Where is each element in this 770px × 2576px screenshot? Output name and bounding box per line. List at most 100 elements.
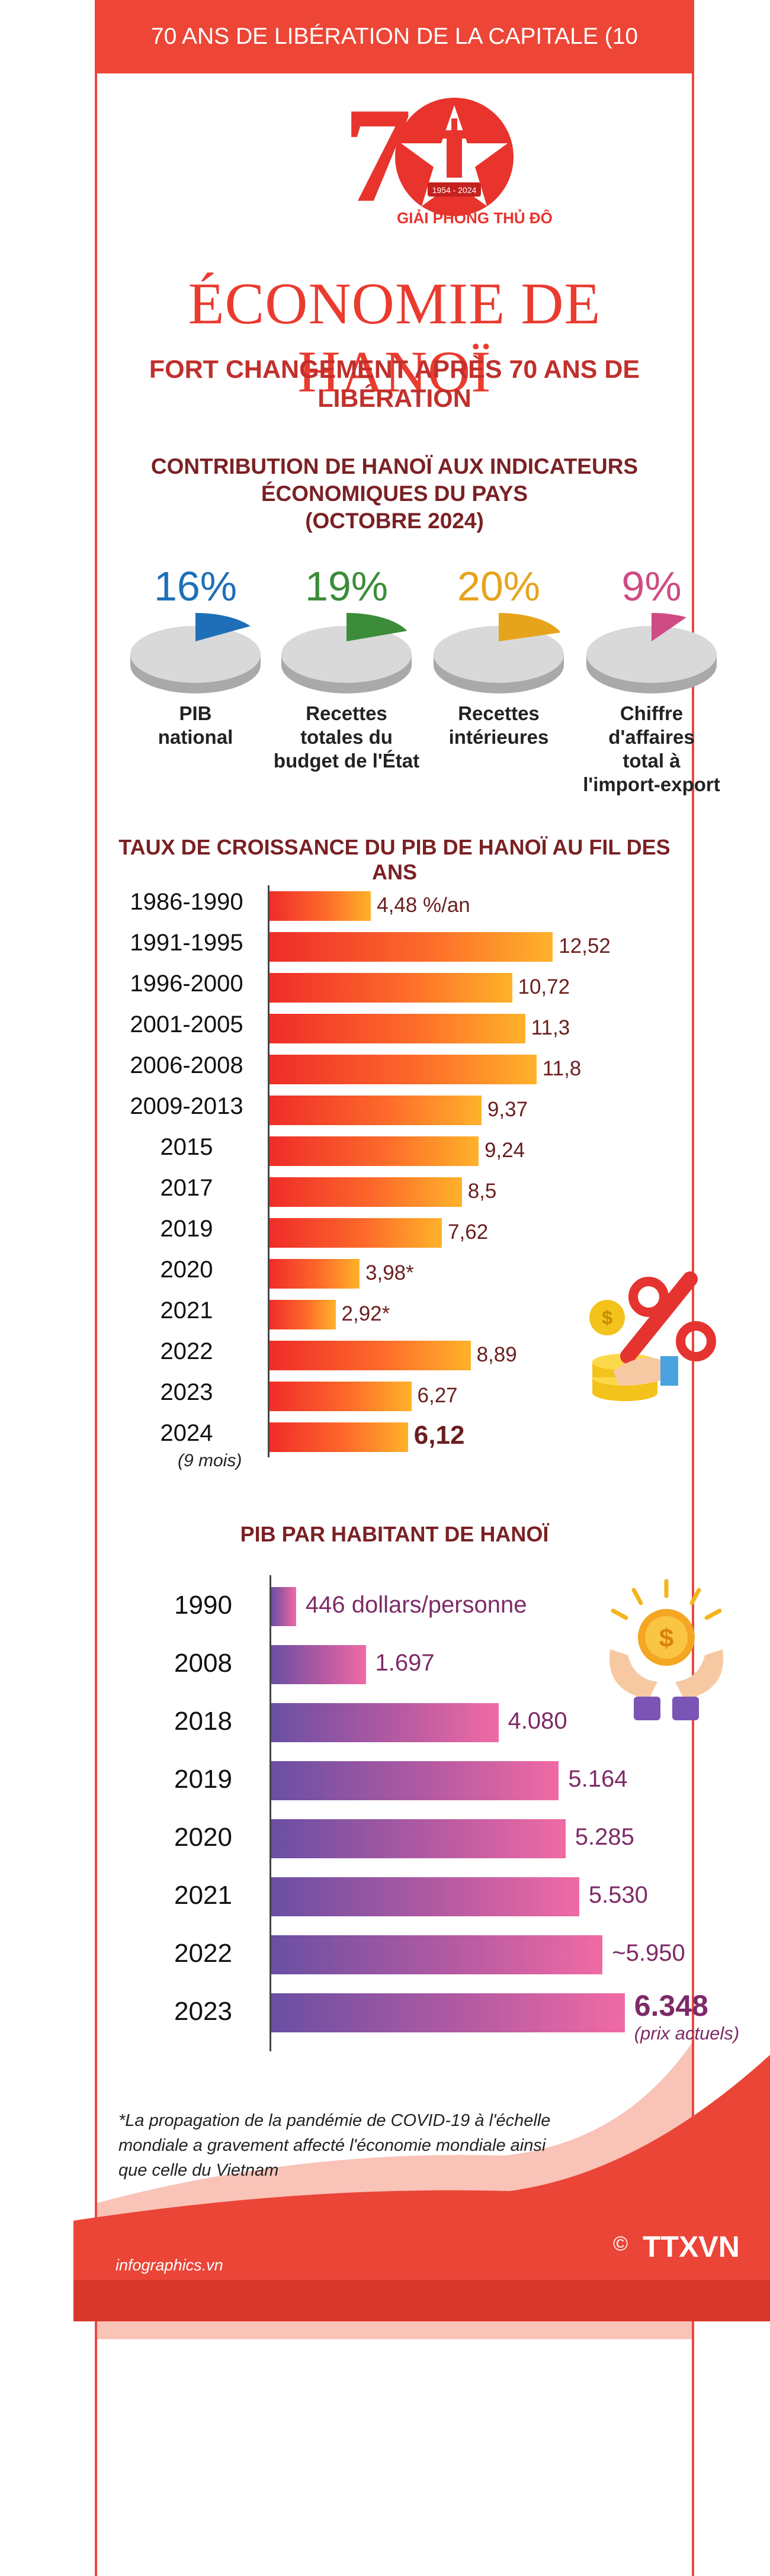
growth-period-label: 2024: [160, 1420, 213, 1446]
brand-logo: TTXVN: [643, 2230, 740, 2263]
growth-period-note: (9 mois): [178, 1451, 242, 1470]
per-capita-year-label: 2019: [174, 1765, 232, 1794]
contribution-label: Chiffre d'affaires total à l'import-export: [583, 702, 720, 795]
contribution-item: 20% Recettes intérieures: [422, 560, 576, 749]
growth-bar: [270, 1382, 412, 1411]
per-capita-bar: [271, 1645, 366, 1684]
growth-period-label: 2001-2005: [130, 1011, 243, 1038]
contribution-item: 16% PIB national: [118, 560, 272, 749]
growth-period-label: 2017: [160, 1175, 213, 1201]
per-capita-bar: [271, 1819, 566, 1858]
site-link[interactable]: infographics.vn: [116, 2256, 223, 2274]
contribution-title-line3: (OCTOBRE 2024): [305, 509, 484, 533]
footnote: *La propagation de la pandémie de COVID-…: [118, 2111, 551, 2180]
anniversary-logo: 7 1954 - 2024 GIẢI PHÓNG THỦ ĐÔ: [338, 87, 553, 227]
growth-period-label: 2006-2008: [130, 1052, 243, 1078]
per-capita-bar: [271, 1935, 603, 1974]
growth-value-label: 11,8: [542, 1057, 582, 1080]
growth-period-label: 2020: [160, 1257, 213, 1283]
growth-value-label: 8,89: [476, 1343, 517, 1366]
growth-value-label: 6,12: [413, 1421, 465, 1450]
growth-value-label: 9,37: [487, 1098, 528, 1121]
per-capita-bar: [271, 1587, 296, 1626]
pie-slice: [195, 613, 251, 641]
per-capita-value-label: 4.080: [508, 1708, 567, 1734]
contribution-percent: 20%: [457, 563, 541, 609]
page-subtitle: FORT CHANGEMENT APRÈS 70 ANS DE LIBÉRATI…: [149, 355, 640, 413]
growth-period-label: 2023: [160, 1379, 213, 1405]
per-capita-bar: [271, 1703, 499, 1742]
contribution-item: 9% Chiffre d'affaires total à l'import-expo…: [575, 560, 729, 796]
per-capita-year-label: 2018: [174, 1707, 232, 1736]
per-capita-note: (prix actuels): [634, 2023, 740, 2044]
logo-caption: GIẢI PHÓNG THỦ ĐÔ: [397, 209, 553, 227]
growth-period-label: 2021: [160, 1297, 213, 1324]
pie-chart-icon: [434, 613, 564, 693]
svg-text:$: $: [659, 1624, 673, 1653]
top-banner: 70 ANS DE LIBÉRATION DE LA CAPITALE (10 …: [95, 0, 694, 123]
growth-chart-title: TAUX DE CROISSANCE DU PIB DE HANOÏ AU FI…: [118, 835, 670, 884]
contribution-label: Recettes totales du budget de l'État: [273, 702, 420, 772]
per-capita-bar: [271, 1877, 579, 1916]
contribution-percent: 9%: [621, 563, 682, 609]
per-capita-value-label: 6.348: [634, 1989, 708, 2022]
pie-slice: [346, 613, 408, 641]
per-capita-bar: [271, 1993, 625, 2032]
per-capita-title: PIB PAR HABITANT DE HANOÏ: [240, 1522, 549, 1546]
star-emblem-icon: 1954 - 2024: [395, 98, 514, 216]
growth-bar: [270, 1014, 525, 1043]
growth-period-label: 2019: [160, 1216, 213, 1242]
growth-period-label: 1991-1995: [130, 930, 243, 956]
growth-value-label: 4,48 %/an: [377, 894, 470, 917]
per-capita-year-label: 2023: [174, 1997, 232, 2026]
growth-value-label: 7,62: [448, 1220, 489, 1244]
growth-bar: [270, 1218, 442, 1248]
per-capita-year-label: 2021: [174, 1881, 232, 1910]
per-capita-value-label: 1.697: [375, 1650, 435, 1676]
per-capita-value-label: 446 dollars/personne: [305, 1592, 527, 1618]
pie-chart-icon: [586, 613, 717, 693]
growth-period-label: 1996-2000: [130, 971, 243, 997]
logo-years: 1954 - 2024: [432, 185, 477, 195]
growth-value-label: 3,98*: [365, 1261, 414, 1284]
growth-value-label: 6,27: [417, 1384, 458, 1407]
pie-chart-icon: [281, 613, 412, 693]
per-capita-value-label: 5.164: [568, 1766, 628, 1792]
per-capita-axis: [270, 1575, 271, 2051]
growth-bar: [270, 891, 371, 921]
growth-period-label: 2022: [160, 1338, 213, 1364]
growth-period-label: 2015: [160, 1134, 213, 1160]
pie-chart-icon: [130, 613, 261, 693]
contribution-item: 19% Recettes totales du budget de l'État: [270, 560, 424, 773]
svg-text:$: $: [602, 1307, 612, 1328]
footer-wave: [73, 2043, 770, 2339]
growth-axis: [268, 885, 270, 1457]
growth-bar: [270, 1259, 360, 1289]
per-capita-bar: [271, 1761, 559, 1800]
per-capita-value-label: 5.285: [575, 1824, 634, 1850]
growth-period-label: 2009-2013: [130, 1093, 243, 1119]
growth-bar: [270, 932, 553, 962]
growth-value-label: 10,72: [518, 975, 570, 998]
contribution-title: CONTRIBUTION DE HANOÏ AUX INDICATEURS ÉC…: [97, 453, 692, 535]
coin-hands-icon: $: [609, 1579, 724, 1720]
growth-value-label: 11,3: [531, 1016, 570, 1039]
growth-bar: [270, 973, 512, 1003]
contribution-title-line1: CONTRIBUTION DE HANOÏ AUX INDICATEURS: [150, 454, 639, 478]
growth-bar: [270, 1177, 462, 1207]
contribution-label: Recettes intérieures: [448, 702, 549, 748]
growth-bar: [270, 1055, 537, 1084]
contribution-percent: 19%: [304, 563, 389, 609]
per-capita-value-label: 5.530: [588, 1882, 648, 1908]
copyright-symbol: ©: [613, 2233, 628, 2255]
per-capita-year-label: 2008: [174, 1649, 232, 1678]
contribution-percent: 16%: [153, 563, 238, 609]
per-capita-year-label: 1990: [174, 1591, 232, 1620]
growth-bar: [270, 1096, 482, 1125]
pie-slice: [652, 613, 686, 641]
page-title: ÉCONOMIE DE HANOÏ: [188, 271, 601, 404]
growth-period-label: 1986-1990: [130, 889, 243, 915]
growth-value-label: 12,52: [559, 934, 611, 958]
contribution-title-line2: ÉCONOMIQUES DU PAYS: [261, 481, 528, 506]
pie-slice: [499, 613, 561, 641]
